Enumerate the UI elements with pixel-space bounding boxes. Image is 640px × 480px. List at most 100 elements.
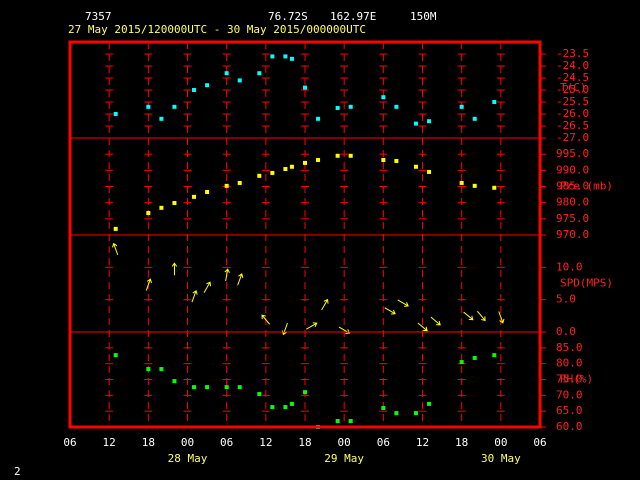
data-point: [303, 85, 307, 90]
data-point: [237, 180, 242, 185]
wind-arrow: [281, 322, 288, 336]
wind-arrow: [463, 311, 474, 321]
wind-arrow: [112, 242, 119, 256]
y-tick-label: 5.0: [556, 293, 576, 306]
data-point: [283, 54, 288, 59]
axis-label: RH(%): [560, 373, 593, 386]
data-point: [459, 180, 464, 185]
wind-arrow: [224, 268, 230, 282]
wind-arrow: [145, 278, 152, 291]
data-point: [113, 226, 118, 231]
wind-arrow: [397, 299, 409, 307]
y-tick-label: -25.0: [556, 83, 589, 96]
data-point: [283, 405, 288, 410]
x-tick-label: 06: [377, 436, 390, 449]
wind-arrow: [306, 322, 318, 330]
page-number: 2: [14, 465, 21, 478]
data-point: [394, 104, 399, 109]
y-tick-label: 980.0: [556, 196, 589, 209]
data-point: [289, 164, 294, 169]
wind-arrow: [477, 310, 486, 322]
period: 27 May 2015/120000UTC - 30 May 2015/0000…: [68, 23, 366, 36]
data-point: [492, 353, 497, 358]
x-tick-label: 18: [298, 436, 311, 449]
data-point: [335, 153, 340, 158]
x-tick-label: 12: [103, 436, 116, 449]
x-tick-label: 00: [338, 436, 351, 449]
data-point: [257, 392, 262, 397]
data-point: [159, 116, 164, 121]
data-point: [192, 88, 197, 92]
frame: [68, 40, 542, 429]
data-point: [283, 167, 288, 172]
data-point: [472, 183, 477, 188]
data-point: [237, 385, 242, 390]
data-point: [394, 411, 399, 416]
data-point: [316, 157, 321, 162]
wind-arrow: [237, 273, 244, 286]
y-tick-label: -26.5: [556, 119, 589, 132]
y-tick-label: 10.0: [556, 260, 583, 273]
y-tick-label: 65.0: [556, 404, 583, 417]
data-point: [113, 112, 118, 116]
data-point: [205, 83, 210, 88]
data-point: [348, 418, 353, 423]
wind-arrow: [171, 262, 178, 276]
data-point: [205, 189, 210, 194]
y-tick-label: 985.0: [556, 180, 589, 193]
data-point: [413, 121, 418, 126]
wind-arrow: [191, 289, 198, 303]
x-tick-label: 12: [259, 436, 272, 449]
data-point: [427, 169, 432, 174]
y-tick-label: -26.0: [556, 107, 589, 120]
axis-label: T(C): [560, 81, 587, 94]
y-tick-label: 0.0: [556, 325, 576, 338]
data-point: [159, 205, 164, 210]
data-point: [289, 401, 294, 406]
data-point: [492, 185, 497, 190]
data-point: [459, 360, 464, 365]
data-point: [205, 385, 210, 390]
data-point: [146, 211, 151, 216]
data-point: [270, 54, 275, 59]
data-point: [237, 78, 242, 83]
data-point: [257, 71, 262, 76]
data-point: [381, 157, 386, 162]
elevation: 150M: [410, 10, 437, 23]
data-point: [348, 104, 353, 109]
y-tick-label: 70.0: [556, 388, 583, 401]
data-point: [113, 353, 118, 358]
wind-arrow: [498, 311, 505, 324]
data-point: [303, 160, 307, 165]
data-point: [394, 158, 399, 163]
data-point: [146, 367, 151, 372]
longitude: 162.97E: [330, 10, 376, 23]
data-point: [224, 385, 229, 390]
data-point: [427, 119, 432, 124]
y-tick-label: -23.5: [556, 47, 589, 60]
y-tick-label: -24.0: [556, 59, 589, 72]
wind-arrow: [430, 316, 441, 326]
data-point: [348, 153, 353, 158]
data-point: [427, 401, 432, 406]
y-tick-label: -25.5: [556, 95, 589, 108]
x-tick-label: 00: [181, 436, 194, 449]
data-point: [303, 390, 307, 395]
data-point: [224, 183, 229, 188]
data-point: [146, 104, 151, 109]
data-point: [459, 104, 464, 109]
axis-label: Pre (mb): [560, 180, 613, 193]
data-point: [192, 194, 197, 199]
data-point: [159, 367, 164, 372]
y-tick-label: -24.5: [556, 71, 589, 84]
x-tick-label: 18: [142, 436, 155, 449]
data-point: [257, 173, 262, 178]
wind-arrow: [384, 307, 396, 315]
y-tick-label: 990.0: [556, 163, 589, 176]
y-tick-label: 80.0: [556, 357, 583, 370]
y-tick-label: 975.0: [556, 212, 589, 225]
wind-arrow: [261, 314, 271, 325]
y-tick-label: 995.0: [556, 147, 589, 160]
y-tick-label: 970.0: [556, 228, 589, 241]
